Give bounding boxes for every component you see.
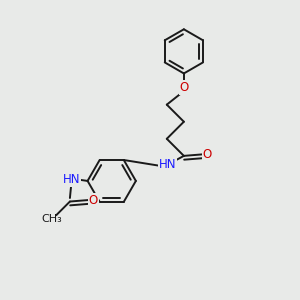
Text: CH₃: CH₃	[41, 214, 62, 224]
Text: O: O	[179, 81, 188, 94]
Text: O: O	[203, 148, 212, 161]
Text: O: O	[89, 194, 98, 207]
Text: HN: HN	[63, 173, 80, 186]
Text: HN: HN	[159, 158, 176, 171]
